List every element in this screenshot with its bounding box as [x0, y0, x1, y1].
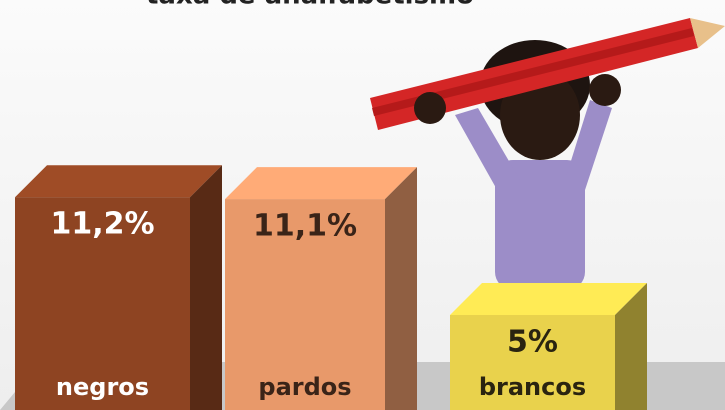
chart-title: taxa de analfabetismo: [146, 0, 474, 11]
left-arm: [455, 108, 520, 195]
value-label: 11,1%: [253, 209, 357, 244]
bar-side: [615, 283, 647, 410]
shirt: [495, 160, 585, 290]
bar: [15, 197, 190, 410]
category-label: brancos: [479, 373, 586, 401]
bar: [450, 315, 615, 410]
pencil-stripe: [372, 28, 694, 116]
bar-top: [15, 165, 222, 198]
pencil-tip: [690, 18, 725, 48]
bar: [225, 199, 385, 410]
bar-side: [190, 165, 222, 410]
value-label: 5%: [507, 325, 558, 360]
value-label: 11,2%: [50, 207, 154, 242]
category-label: pardos: [258, 373, 351, 401]
bar-top: [450, 283, 647, 315]
bar-side: [385, 167, 417, 410]
illustration: [370, 18, 725, 290]
left-hand: [414, 92, 446, 124]
right-arm: [565, 100, 612, 190]
right-hand: [589, 74, 621, 106]
category-label: negros: [56, 373, 149, 401]
bar-top: [225, 167, 417, 200]
